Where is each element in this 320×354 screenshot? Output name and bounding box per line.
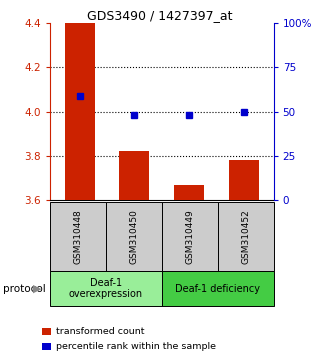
- Bar: [228, 160, 259, 200]
- Bar: [174, 184, 204, 200]
- Bar: [119, 152, 149, 200]
- Text: protocol: protocol: [3, 284, 46, 293]
- Text: GSM310450: GSM310450: [129, 209, 138, 264]
- Text: GDS3490 / 1427397_at: GDS3490 / 1427397_at: [87, 9, 233, 22]
- Text: ▶: ▶: [33, 284, 41, 293]
- Bar: [65, 23, 95, 200]
- Text: Deaf-1 deficiency: Deaf-1 deficiency: [175, 284, 260, 293]
- Text: Deaf-1
overexpression: Deaf-1 overexpression: [68, 278, 143, 299]
- Text: transformed count: transformed count: [56, 327, 145, 336]
- Text: GSM310452: GSM310452: [241, 209, 250, 264]
- Text: GSM310448: GSM310448: [73, 209, 82, 264]
- Text: GSM310449: GSM310449: [185, 209, 194, 264]
- Text: percentile rank within the sample: percentile rank within the sample: [56, 342, 216, 351]
